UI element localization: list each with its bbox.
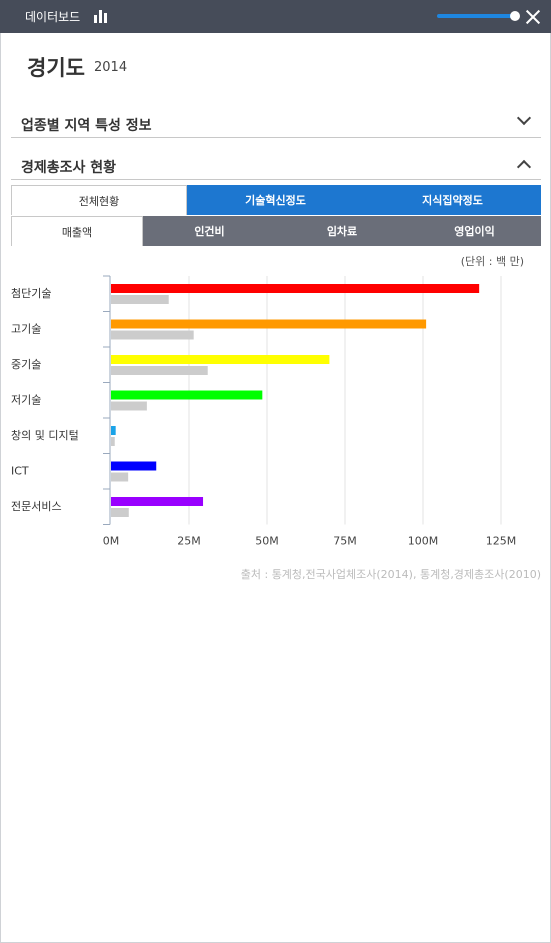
- tab-tech-innovation[interactable]: 기술혁신정도: [187, 185, 364, 215]
- top-bar: 데이터보드: [0, 0, 551, 33]
- bar-secondary: [111, 401, 147, 411]
- tab-operating-profit[interactable]: 영업이익: [408, 216, 541, 246]
- x-tick-label: 75M: [333, 535, 357, 548]
- y-category-label: 중기술: [11, 358, 41, 371]
- bar-primary: [111, 284, 480, 293]
- bar-primary: [111, 497, 204, 506]
- slider-thumb[interactable]: [510, 11, 520, 21]
- x-tick-label: 0M: [103, 535, 120, 548]
- sub-tabs: 매출액 인건비 임차료 영업이익: [11, 216, 541, 246]
- x-tick-label: 100M: [408, 535, 439, 548]
- bar-secondary: [111, 295, 169, 304]
- slider-track: [437, 14, 515, 18]
- tab-knowledge-intensity[interactable]: 지식집약정도: [364, 185, 541, 215]
- tab-labor-cost[interactable]: 인건비: [143, 216, 276, 246]
- y-category-label: 창의 및 디지털: [11, 429, 79, 442]
- opacity-slider[interactable]: [437, 8, 520, 24]
- section-label: 경제총조사 현황: [21, 160, 117, 176]
- tab-sales[interactable]: 매출액: [11, 216, 143, 246]
- bar-primary: [111, 426, 116, 435]
- unit-label: (단위 : 백 만): [460, 255, 524, 268]
- bar-secondary: [111, 366, 208, 375]
- x-tick-label: 50M: [255, 535, 279, 548]
- section-industry-info[interactable]: 업종별 지역 특성 정보: [11, 108, 541, 138]
- app-title: 데이터보드: [25, 10, 81, 24]
- bar-chart-icon[interactable]: [94, 10, 108, 23]
- bar-primary: [111, 319, 427, 329]
- bar-secondary: [111, 508, 129, 517]
- x-tick-label: 25M: [177, 535, 201, 548]
- x-tick-label: 125M: [486, 535, 517, 548]
- tab-rent[interactable]: 임차료: [276, 216, 408, 246]
- section-economic-census[interactable]: 경제총조사 현황: [11, 150, 541, 180]
- region-year: 2014: [94, 60, 128, 75]
- source-note: 출처 : 통계청,전국사업체조사(2014), 통계청,경제총조사(2010): [240, 568, 541, 581]
- chevron-down-icon[interactable]: [516, 110, 532, 126]
- bar-primary: [111, 355, 330, 364]
- main-tabs: 전체현황 기술혁신정도 지식집약정도: [11, 185, 541, 215]
- tab-overview[interactable]: 전체현황: [11, 185, 187, 215]
- chevron-up-icon[interactable]: [516, 159, 532, 175]
- bar-primary: [111, 461, 157, 471]
- region-name: 경기도: [27, 56, 85, 80]
- bar-secondary: [111, 437, 115, 446]
- close-icon[interactable]: [525, 9, 541, 25]
- y-category-label: ICT: [11, 465, 29, 478]
- y-category-label: 전문서비스: [11, 500, 62, 513]
- section-label: 업종별 지역 특성 정보: [21, 118, 152, 134]
- y-category-label: 고기술: [11, 323, 41, 336]
- y-category-label: 저기술: [11, 394, 41, 407]
- bar-secondary: [111, 472, 129, 482]
- bar-secondary: [111, 330, 194, 340]
- y-category-label: 첨단기술: [11, 287, 51, 300]
- bar-primary: [111, 390, 263, 400]
